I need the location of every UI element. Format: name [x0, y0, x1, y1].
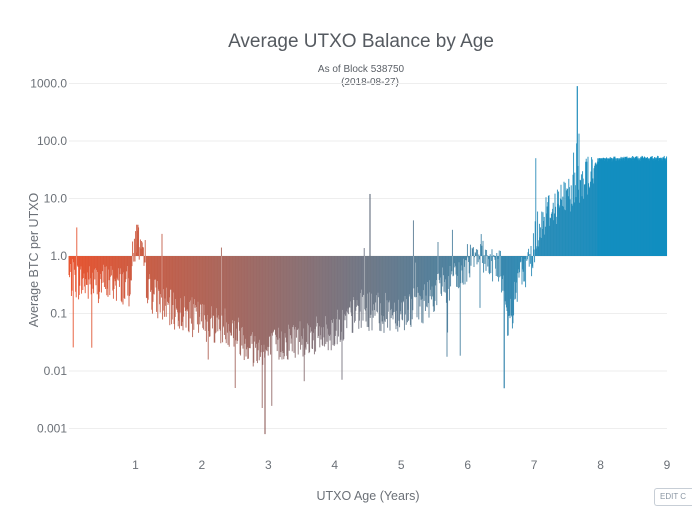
- plateau-bars: [597, 158, 667, 256]
- x-tick-label: 9: [664, 458, 671, 472]
- y-tick-label: 100.0: [37, 134, 67, 148]
- y-tick-label: 0.1: [50, 307, 67, 321]
- y-tick-label: 1.0: [50, 249, 67, 263]
- x-tick-label: 1: [132, 458, 139, 472]
- y-tick-label: 1000.0: [30, 77, 67, 91]
- edit-chart-button[interactable]: EDIT C: [654, 488, 692, 506]
- x-tick-label: 7: [531, 458, 538, 472]
- y-tick-label: 0.001: [37, 422, 67, 436]
- y-tick-label: 0.01: [44, 364, 68, 378]
- x-tick-label: 3: [265, 458, 272, 472]
- y-axis-label: Average BTC per UTXO: [27, 192, 41, 327]
- chart-subtitle-line1: As of Block 538750: [318, 64, 405, 75]
- x-tick-label: 4: [331, 458, 338, 472]
- y-axis-ticks: 0.001 0.01 0.1 1.0 10.0 100.0 1000.0: [30, 77, 67, 436]
- x-axis-label: UTXO Age (Years): [316, 489, 419, 503]
- bars: [68, 86, 668, 435]
- y-tick-label: 10.0: [44, 192, 68, 206]
- x-axis-ticks: 1 2 3 4 5 6 7 8 9: [132, 458, 671, 472]
- x-tick-label: 5: [398, 458, 405, 472]
- chart-title: Average UTXO Balance by Age: [228, 31, 494, 52]
- x-tick-label: 6: [464, 458, 471, 472]
- x-tick-label: 8: [597, 458, 604, 472]
- chart-subtitle-line2: (2018-08-27): [341, 77, 399, 88]
- x-tick-label: 2: [199, 458, 206, 472]
